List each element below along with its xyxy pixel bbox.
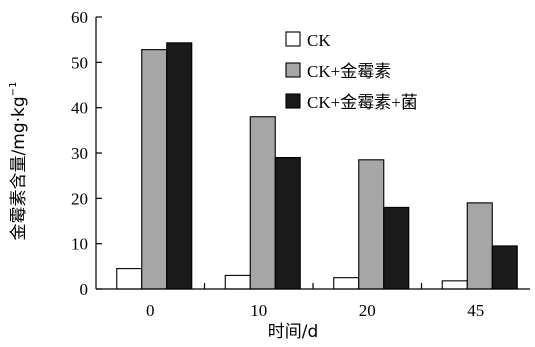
legend: CK CK+金霉素 CK+金霉素+菌 [285, 31, 418, 112]
bar-1-20 [333, 277, 360, 290]
bar-1-10 [224, 274, 251, 290]
x-tick-label: 10 [250, 301, 267, 320]
x-tick-label: 45 [467, 301, 484, 320]
y-tick-label: 10 [71, 235, 88, 254]
y-axis-ticks: 0 10 20 30 40 50 60 [71, 8, 102, 299]
y-axis-title: 金霉素含量/mg·kg−1 [8, 82, 29, 241]
x-axis-title: 时间/d [268, 322, 319, 342]
legend-label: CK+金霉素+菌 [307, 93, 418, 112]
bar-2-10 [249, 116, 276, 290]
bars [116, 42, 518, 290]
x-tick-label: 20 [359, 301, 376, 320]
legend-label: CK+金霉素 [307, 62, 391, 81]
bar-3-0 [166, 42, 193, 290]
bar-3-10 [274, 156, 301, 290]
y-tick-label: 50 [71, 53, 88, 72]
y-axis-title-text: 金霉素含量/mg·kg [9, 96, 29, 240]
x-tick-label: 0 [146, 301, 155, 320]
legend-label: CK [307, 31, 331, 50]
bar-3-45 [491, 245, 518, 290]
bar-1-45 [441, 280, 468, 290]
y-tick-label: 0 [80, 280, 89, 299]
x-axis-ticks: 0 10 20 45 [146, 283, 484, 320]
bar-2-0 [141, 49, 168, 290]
bar-2-45 [466, 202, 493, 290]
bar-2-20 [358, 159, 385, 290]
legend-swatch [285, 62, 301, 78]
bar-1-0 [116, 268, 143, 290]
y-tick-label: 30 [71, 144, 88, 163]
y-tick-label: 60 [71, 8, 88, 27]
legend-swatch [285, 93, 301, 109]
y-tick-label: 20 [71, 189, 88, 208]
bar-3-20 [383, 206, 410, 290]
y-tick-label: 40 [71, 99, 88, 118]
y-axis-title-superscript: −1 [8, 82, 19, 97]
legend-swatch [285, 31, 301, 47]
